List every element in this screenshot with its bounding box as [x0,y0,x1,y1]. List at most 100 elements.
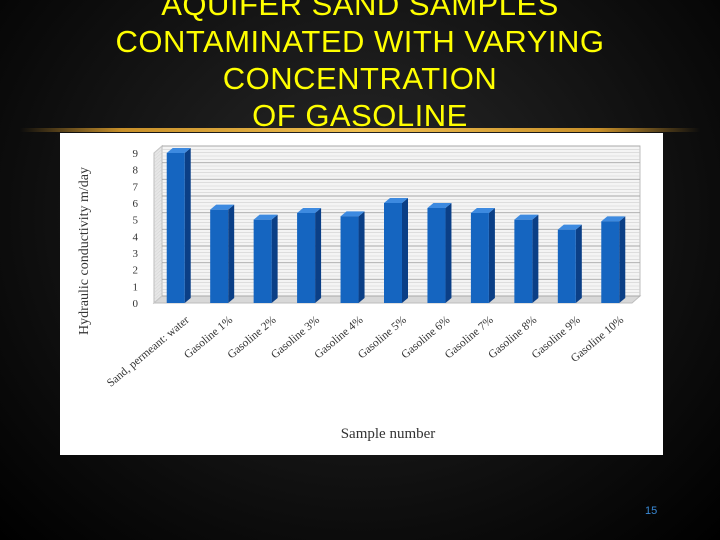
bar [297,208,322,303]
gridline-side [153,162,163,170]
title-divider [20,128,700,132]
title-line-1: AQUIFER SAND SAMPLES [161,0,559,22]
bar-front [340,216,359,303]
gridline-side [153,235,163,244]
gridline-side [153,269,163,277]
bar-top [340,211,365,217]
bar-side [488,208,495,303]
bar-side [184,148,191,303]
bar-top [297,208,322,213]
bar-top [557,224,582,230]
gridline-side [153,232,163,240]
y-tick-label: 6 [133,198,139,210]
y-tick-labels: 0 1 2 3 4 5 6 7 8 9 [133,148,139,310]
bar-front [470,213,489,303]
y-tick-label: 7 [133,181,139,193]
bar-side [532,214,539,303]
bar-top [210,204,235,210]
bar-side [358,211,365,303]
gridline-side [153,159,163,167]
bar-top [514,214,539,220]
bar-side [445,203,452,303]
gridline-side [153,155,163,164]
gridline-side [153,205,163,214]
gridline-side [153,219,163,227]
gridline-side [153,222,163,230]
bar-chart: 0 1 2 3 4 5 6 7 8 9 Sand, permeant: waterGasoline… [77,144,642,442]
bar [210,204,235,303]
gridline-side [153,179,163,187]
page-number: 15 [645,505,658,517]
gridline-side [153,165,163,174]
bar [384,198,408,303]
bar-side [271,214,278,303]
gridline-side [153,295,163,304]
bar-front [384,203,402,303]
bar [470,208,495,303]
bar [166,148,191,303]
gridline-side [153,189,163,197]
gridline-side [153,175,163,184]
gridline-side [153,275,163,284]
gridline-side [153,249,163,257]
title-line-4: OF GASOLINE [252,98,468,133]
bar [427,203,452,303]
bar-front [166,153,185,303]
y-tick-label: 0 [133,298,139,310]
bar-top [384,198,408,203]
bar-side [619,216,626,303]
bar-front [297,213,316,303]
gridline-side [153,169,163,177]
bar-top [166,148,191,153]
y-tick-label: 1 [133,281,139,293]
y-tick-label: 5 [133,215,139,227]
bar-top [601,216,626,222]
gridline-side [153,245,163,254]
bar-front [601,221,620,303]
bar-top [427,203,452,208]
gridline-side [153,265,163,274]
gridline-side [153,225,163,234]
bar-side [575,224,582,303]
gridline-side [153,212,163,220]
gridline-side [153,202,163,210]
bar [601,216,626,303]
gridline-side [153,185,163,194]
gridline-side [153,195,163,204]
gridline-side [153,262,163,270]
gridline-side [153,242,163,250]
gridline-side [153,259,163,267]
gridline-side [153,239,163,247]
gridline-side [153,255,163,264]
title-line-2: CONTAMINATED WITH VARYING [115,24,605,59]
gridline-side [153,215,163,224]
bar-side [315,208,322,303]
bar-side [228,204,235,303]
gridline-side [153,192,163,200]
y-tick-label: 8 [133,165,139,177]
gridline-side [153,229,163,237]
bar-side [402,198,408,303]
bar-top [253,214,278,220]
gridline-side [153,252,163,260]
gridline-side [153,285,163,294]
bar-front [557,229,576,303]
bar-front [514,219,533,303]
gridline-side [153,149,163,157]
gridline-side [153,279,163,287]
gridline-side [153,272,163,280]
y-tick-label: 9 [133,148,139,160]
slide-title: AQUIFER SAND SAMPLES CONTAMINATED WITH V… [0,0,720,134]
bar-front [210,209,229,303]
bars [166,148,626,303]
bar-top [470,208,495,213]
gridline-side [153,172,163,180]
gridline-side [153,152,163,160]
bar [340,211,365,303]
gridline-side [153,289,163,297]
gridline-side [153,282,163,290]
gridline-side [153,145,163,154]
x-axis-label: Sample number [341,426,436,442]
gridline-side [153,292,163,300]
gridline-side [153,182,163,190]
